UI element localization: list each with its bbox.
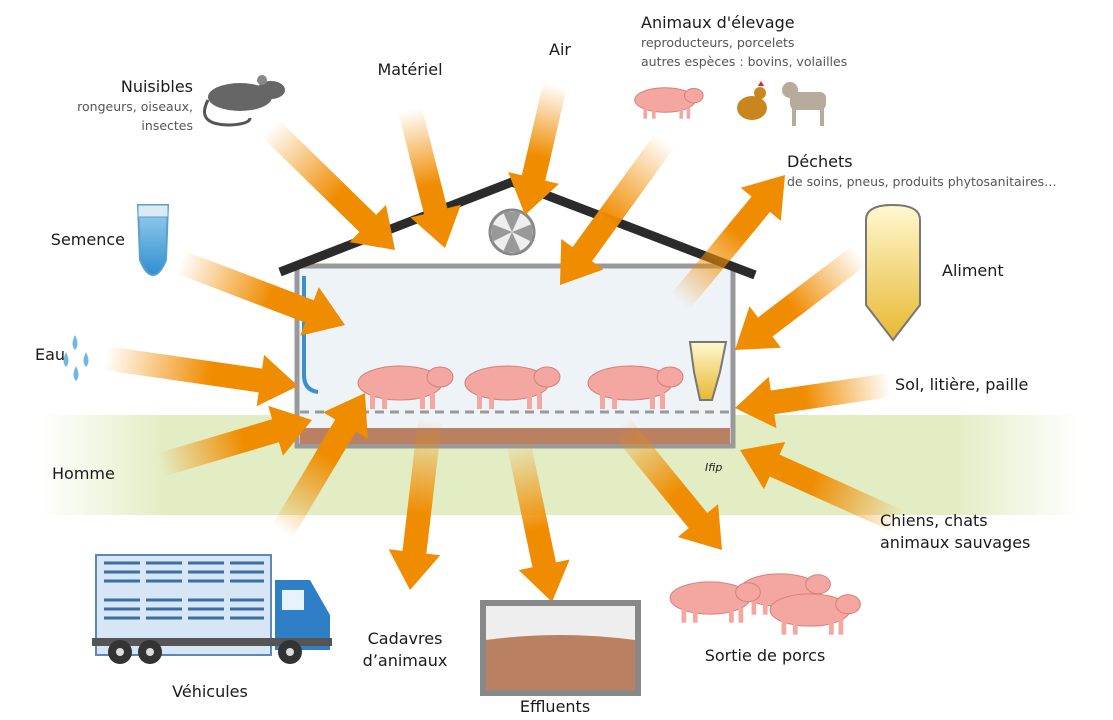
pig <box>806 575 831 594</box>
node-label: Chiens, chats <box>880 511 988 530</box>
pig <box>370 393 375 409</box>
livestock-icons <box>737 81 826 126</box>
pig <box>643 107 647 119</box>
pig <box>477 393 482 409</box>
node-label: Cadavres <box>368 629 443 648</box>
pig <box>693 608 698 623</box>
node-label: Air <box>549 40 571 59</box>
pig <box>612 393 617 409</box>
node-label: Aliment <box>942 261 1004 280</box>
node-label: Déchets <box>787 152 853 171</box>
pig <box>739 608 744 623</box>
pig <box>382 393 387 409</box>
pig <box>736 583 761 602</box>
node-label: Véhicules <box>172 682 248 701</box>
pig <box>687 107 691 119</box>
pig <box>660 393 665 409</box>
arrow <box>103 346 298 406</box>
node-label: Effluents <box>520 697 590 716</box>
silo-icon <box>866 205 920 340</box>
pig <box>782 620 787 635</box>
arrow <box>735 245 867 350</box>
pig <box>527 393 532 409</box>
pit-icon <box>483 603 638 693</box>
node-label: Semence <box>51 230 125 249</box>
node-label: Animaux d'élevage <box>641 13 795 32</box>
node-label: Eau <box>35 345 65 364</box>
node-label: animaux sauvages <box>880 533 1030 552</box>
semence-icon <box>138 205 168 275</box>
pig <box>763 600 768 615</box>
pig <box>650 393 655 409</box>
pig <box>489 393 494 409</box>
pig <box>793 620 798 635</box>
pig <box>679 107 683 119</box>
node-detail: reproducteurs, porcelets <box>641 35 794 50</box>
node-label: Sol, litière, paille <box>895 375 1028 394</box>
pig <box>600 393 605 409</box>
pig <box>657 367 683 387</box>
diagram: Ifip Nuisibles rongeurs, oiseaux, insectes… <box>0 0 1113 720</box>
pig <box>430 393 435 409</box>
pig <box>684 88 703 102</box>
pig <box>836 595 861 614</box>
pig <box>537 393 542 409</box>
pig <box>839 620 844 635</box>
node-detail: de soins, pneus, produits phytosanitaire… <box>787 174 1057 189</box>
node-detail: insectes <box>141 118 193 133</box>
credit: Ifip <box>705 461 722 474</box>
node-label: d’animaux <box>363 651 448 670</box>
truck-icon <box>92 555 332 664</box>
pig <box>682 608 687 623</box>
pig <box>420 393 425 409</box>
node-label: Sortie de porcs <box>705 646 826 665</box>
pig <box>534 367 560 387</box>
node-detail: rongeurs, oiseaux, <box>77 99 193 114</box>
pig <box>752 600 757 615</box>
pig <box>729 608 734 623</box>
pig <box>652 107 656 119</box>
node-detail: autres espèces : bovins, volailles <box>641 54 847 69</box>
arrow <box>262 119 395 250</box>
rat-icon <box>204 75 285 125</box>
pig <box>829 620 834 635</box>
water-icon <box>64 335 89 381</box>
pig <box>427 367 453 387</box>
node-label: Matériel <box>377 60 442 79</box>
node-label: Homme <box>52 464 115 483</box>
node-label: Nuisibles <box>121 77 193 96</box>
